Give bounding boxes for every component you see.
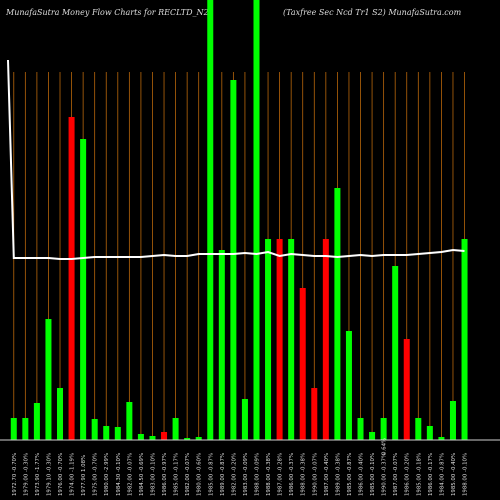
volume-bar xyxy=(195,437,202,440)
volume-bar xyxy=(22,418,29,440)
volume-bar xyxy=(230,80,237,440)
x-tick-label: 1988.00 -0.38% xyxy=(266,453,272,496)
x-tick-label: 1986.00 -0.40% xyxy=(359,453,365,496)
volume-bar xyxy=(45,319,52,440)
volume-bar xyxy=(241,399,248,440)
money-flow-bars xyxy=(10,0,468,440)
x-tick-label: 1987.00 -0.28% xyxy=(278,453,284,496)
volume-bar xyxy=(184,438,191,440)
x-tick-label: 1986.00 -0.97% xyxy=(162,453,168,496)
x-tick-label: 1974.00 -1.19% xyxy=(70,453,76,496)
volume-bar xyxy=(345,331,352,440)
x-tick-label: 1985.00 -0.40% xyxy=(451,453,457,496)
x-tick-label: 1988.00 -0.10% xyxy=(463,453,469,496)
x-tick-label: 1990.00 -0.07% xyxy=(312,453,318,496)
x-tick-label: 1973.90 -1.77% xyxy=(35,453,41,496)
x-tick-label: 1980.00 -0.60% xyxy=(197,453,203,496)
volume-bar xyxy=(299,288,306,440)
x-tick-label: 1979.00 -0.30% xyxy=(23,453,29,496)
x-tick-label: 1990.00 -0.37% xyxy=(382,453,388,496)
x-tick-label: 1985.00 -0.10% xyxy=(370,453,376,496)
x-tick-label: 1984.00 -0.87% xyxy=(439,453,445,496)
volume-bar xyxy=(80,139,87,440)
x-tick-label: 1989.00 -0.87% xyxy=(220,453,226,496)
x-tick-label: 1986.00 -0.17% xyxy=(428,453,434,496)
x-tick-label: 1982.00 -0.07% xyxy=(127,453,133,496)
price-line xyxy=(7,59,465,260)
x-tick-label: 1983.00 -0.09% xyxy=(243,453,249,496)
x-tick-label: 1976.00 -0.70% xyxy=(58,453,64,496)
volume-bar xyxy=(357,418,364,440)
x-tick-label: 1985.00 -0.87% xyxy=(208,453,214,496)
price-line-path xyxy=(7,59,465,260)
volume-bar xyxy=(461,239,468,440)
x-tick-labels: 1972.70 -0.70% 1979.00 -0.30% 1973.90 -1.7… xyxy=(12,438,469,496)
volume-bar xyxy=(149,436,156,440)
volume-bar xyxy=(172,418,179,440)
chart-subtitle: (Taxfree Sec Ncd Tr1 S2) MunafaSutra.com xyxy=(283,8,462,17)
volume-bar xyxy=(369,432,376,440)
volume-bar xyxy=(103,426,110,440)
volume-bar xyxy=(126,402,133,440)
x-tick-label: 1983.00 -0.10% xyxy=(150,453,156,496)
volume-bar xyxy=(334,188,341,440)
x-tick-label: 1982.00 -0.20% xyxy=(231,453,237,496)
chart-header: MunafaSutra Money Flow Charts for RECLTD… xyxy=(0,0,500,28)
x-tick-label: 1988.00 -0.38% xyxy=(301,453,307,496)
volume-bar xyxy=(403,339,410,440)
x-tick-label: 1986.00 -0.20% xyxy=(405,453,411,496)
volume-bar xyxy=(218,250,225,440)
volume-bar xyxy=(288,239,295,440)
volume-bar xyxy=(265,239,272,440)
x-tick-label: 1985.00 -0.17% xyxy=(174,453,180,496)
volume-bar xyxy=(10,418,17,440)
x-tick-label: 1984.50 -0.69% xyxy=(139,453,145,496)
volume-bar xyxy=(68,117,75,440)
volume-bar xyxy=(253,0,260,440)
volume-bar xyxy=(161,432,168,440)
volume-bar xyxy=(392,266,399,440)
x-tick-label: 1984.30 -0.10% xyxy=(116,453,122,496)
volume-bar xyxy=(438,437,445,440)
volume-bar xyxy=(426,426,433,440)
volume-bar xyxy=(207,0,214,440)
volume-bar xyxy=(137,434,144,440)
volume-bar xyxy=(415,418,422,440)
x-tick-label: 1989.00 -0.38% xyxy=(335,453,341,496)
x-tick-label: 1975.00 -0.70% xyxy=(93,453,99,496)
volume-bar xyxy=(322,239,329,440)
x-tick-label: 1988.00 -0.09% xyxy=(254,453,260,496)
x-tick-label: 1972.70 -0.70% xyxy=(12,453,18,496)
x-tick-label: 1985.00 -0.87% xyxy=(347,453,353,496)
x-tick-label: 1985.00 -0.18% xyxy=(416,453,422,496)
volume-bar xyxy=(91,419,98,440)
x-tick-label: 1980.00 -2.99% xyxy=(104,453,110,496)
x-tick-label: 1977.90 1.08% xyxy=(81,455,87,496)
chart-title: MunafaSutra Money Flow Charts for RECLTD… xyxy=(6,8,209,17)
x-tick-label: 1987.00 -0.07% xyxy=(393,453,399,496)
x-extra-label: 0.64% xyxy=(382,438,388,455)
x-tick-label: 1979.10 -0.30% xyxy=(46,453,52,496)
x-tick-label: 1986.00 -0.37% xyxy=(289,453,295,496)
volume-bar xyxy=(449,401,456,440)
volume-bar xyxy=(311,388,318,440)
x-tick-label: 1987.00 -0.40% xyxy=(324,453,330,496)
volume-bar xyxy=(33,403,40,440)
volume-bar xyxy=(380,418,387,440)
volume-bar xyxy=(57,388,64,440)
volume-bar xyxy=(276,239,283,440)
x-tick-label: 1982.00 -0.07% xyxy=(185,453,191,496)
volume-bar xyxy=(114,427,121,440)
